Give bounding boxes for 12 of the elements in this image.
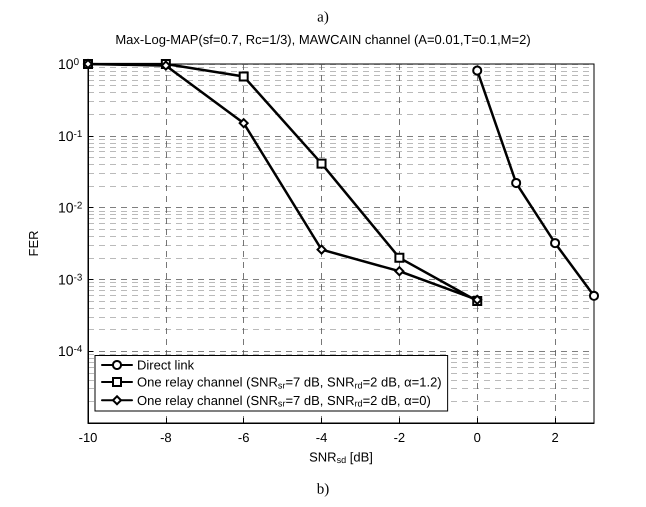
chart-title: Max-Log-MAP(sf=0.7, Rc=1/3), MAWCAIN channel (A=0.01,T=0.1,M=2) (115, 32, 531, 47)
x-tick-label: -10 (78, 430, 98, 445)
x-tick-label: 0 (474, 430, 481, 445)
x-tick-label: 2 (551, 430, 559, 445)
x-tick-label: -2 (394, 430, 406, 445)
text: a) (317, 10, 329, 26)
x-tick-label: -6 (238, 430, 250, 445)
x-tick-label: -8 (160, 430, 172, 445)
text: b) (316, 482, 330, 498)
legend-label: Direct link (137, 358, 195, 372)
x-tick-label: -4 (316, 430, 328, 445)
y-axis-title: FER (26, 230, 41, 256)
